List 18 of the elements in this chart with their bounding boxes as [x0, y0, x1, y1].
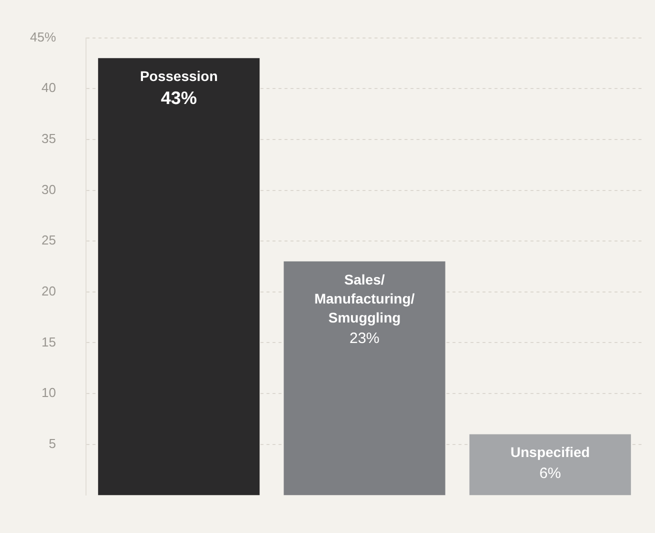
y-tick-label: 40 [42, 80, 56, 96]
data-label: 6% [539, 464, 562, 482]
data-label: 23% [349, 330, 380, 348]
y-tick-label: 20 [42, 283, 56, 298]
y-tick-label: 5 [48, 436, 56, 451]
bar [284, 261, 446, 496]
x-tick-label: Unspecified [510, 444, 590, 460]
x-tick-label: Possession [140, 68, 218, 84]
y-tick-label: 30 [42, 182, 56, 197]
data-label: 43% [160, 88, 197, 108]
y-tick-label: 35 [42, 131, 56, 146]
y-tick-label: 45% [30, 29, 56, 44]
bar [98, 58, 260, 496]
bar [469, 434, 631, 496]
x-tick-label: Sales/Manufacturing/Smuggling [314, 271, 415, 326]
y-tick-label: 15 [42, 334, 56, 350]
y-tick-label: 10 [42, 385, 56, 400]
y-tick-label: 25 [42, 232, 56, 248]
